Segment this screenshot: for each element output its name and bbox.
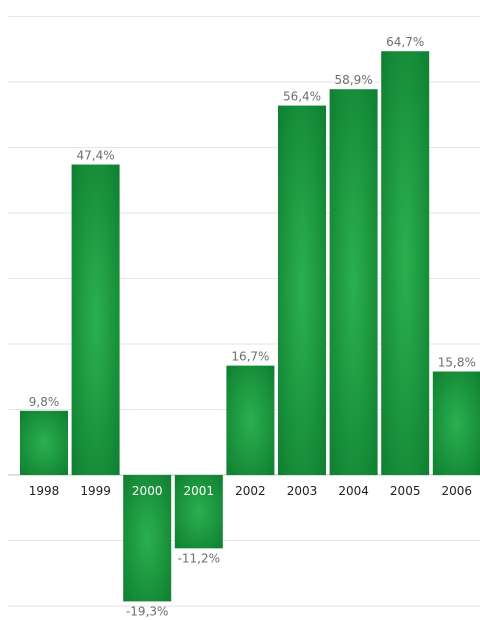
bar-2001 [174,475,223,549]
tick-label-2002: 2002 [235,484,266,498]
bar-1998 [20,410,68,475]
tick-label-1998: 1998 [29,484,60,498]
value-labels: 9,8% 47,4% -19,3% -11,2% 16,7% 56,4% 58,9% 64,7… [29,35,476,618]
x-axis-tick-labels: 1998 1999 2000 2001 2002 2003 2004 2005 2006 [29,484,472,498]
value-label-2004: 58,9% [335,73,373,87]
tick-label-2006: 2006 [442,484,473,498]
value-label-2001: -11,2% [178,551,220,565]
tick-label-2000: 2000 [132,484,163,498]
tick-label-1999: 1999 [80,484,111,498]
value-label-1999: 47,4% [77,149,115,163]
bar-2006 [432,371,480,475]
bar-2004 [329,89,378,475]
bar-2005 [381,51,430,476]
bar-2002 [226,365,275,475]
value-label-2006: 15,8% [438,356,476,370]
value-label-2000: -19,3% [126,604,168,618]
value-label-1998: 9,8% [29,395,60,409]
tick-label-2004: 2004 [338,484,369,498]
bar-2003 [278,105,326,475]
tick-label-2005: 2005 [390,484,421,498]
bars [20,51,480,602]
tick-label-2001: 2001 [184,484,215,498]
bar-1999 [71,164,120,475]
tick-label-2003: 2003 [287,484,318,498]
bar-2000 [123,475,172,602]
value-label-2005: 64,7% [386,35,424,49]
value-label-2003: 56,4% [283,90,321,104]
value-label-2002: 16,7% [231,350,269,364]
